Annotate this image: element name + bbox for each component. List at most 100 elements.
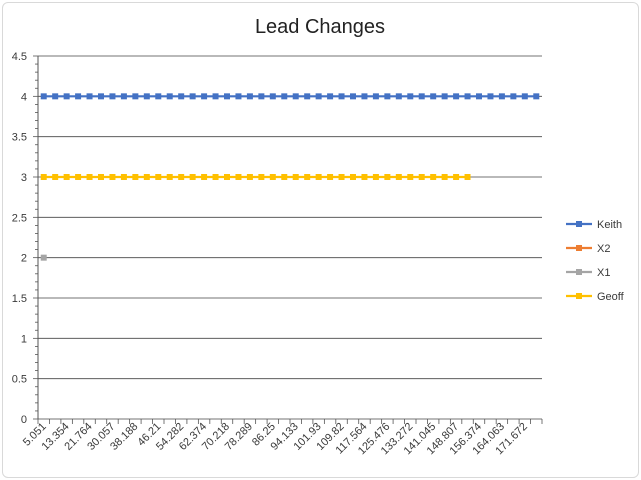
data-point — [189, 174, 196, 180]
data-point — [418, 174, 425, 180]
data-point — [201, 93, 208, 100]
legend-label: X1 — [597, 267, 610, 279]
data-point — [521, 93, 528, 100]
legend-swatch-marker — [576, 293, 582, 299]
data-point — [292, 93, 299, 100]
data-point — [407, 174, 414, 180]
data-point — [40, 254, 47, 261]
data-point — [510, 93, 517, 100]
data-point — [269, 174, 276, 180]
data-point — [338, 93, 345, 100]
legend-label: Geoff — [597, 291, 625, 303]
data-point — [86, 93, 93, 100]
data-point — [441, 174, 448, 180]
data-point — [155, 93, 162, 100]
data-point — [315, 174, 322, 180]
data-point — [407, 93, 414, 100]
legend-swatch-marker — [576, 245, 582, 251]
y-tick-label: 2 — [21, 253, 27, 265]
plot-area — [40, 93, 540, 261]
data-point — [155, 174, 162, 180]
data-point — [109, 93, 116, 100]
data-point — [269, 93, 276, 100]
data-point — [418, 93, 425, 100]
data-point — [258, 93, 265, 100]
y-tick-label: 3.5 — [12, 132, 27, 144]
data-point — [464, 174, 471, 180]
data-point — [63, 174, 70, 180]
data-point — [304, 174, 311, 180]
data-point — [292, 174, 299, 180]
data-point — [464, 93, 471, 100]
data-point — [476, 93, 482, 100]
legend-item-geoff: Geoff — [566, 291, 625, 303]
data-point — [86, 174, 93, 180]
y-tick-label: 4.5 — [12, 51, 27, 63]
data-point — [246, 174, 253, 180]
legend-item-x2: X2 — [566, 243, 610, 255]
y-tick-label: 2.5 — [12, 212, 27, 224]
series-keith — [40, 93, 540, 100]
data-point — [395, 174, 402, 180]
data-point — [430, 93, 437, 100]
y-tick-label: 1 — [21, 333, 27, 345]
data-point — [52, 174, 59, 180]
data-point — [224, 93, 230, 100]
data-point — [395, 93, 402, 100]
data-point — [453, 93, 460, 100]
data-point — [52, 93, 59, 100]
data-point — [327, 93, 334, 100]
data-point — [533, 93, 540, 100]
series-x1 — [40, 254, 47, 261]
data-point — [178, 174, 185, 180]
data-point — [281, 93, 288, 100]
data-point — [361, 174, 368, 180]
legend-swatch-marker — [576, 269, 582, 275]
y-tick-label: 0.5 — [12, 374, 27, 386]
data-point — [235, 93, 242, 100]
data-point — [132, 174, 139, 180]
data-point — [361, 93, 368, 100]
legend-item-x1: X1 — [566, 267, 610, 279]
y-tick-label: 4 — [21, 91, 27, 103]
data-point — [246, 93, 253, 100]
data-point — [40, 93, 47, 100]
data-point — [109, 174, 116, 180]
data-point — [143, 174, 150, 180]
data-point — [63, 93, 70, 100]
data-point — [235, 174, 242, 180]
data-point — [132, 93, 139, 100]
data-point — [338, 174, 345, 180]
data-point — [166, 174, 173, 180]
data-point — [120, 174, 127, 180]
legend-item-keith: Keith — [566, 219, 622, 231]
data-point — [327, 174, 334, 180]
data-point — [372, 93, 379, 100]
data-point — [384, 174, 391, 180]
data-point — [487, 93, 494, 100]
legend-label: Keith — [597, 219, 622, 231]
data-point — [350, 93, 356, 100]
data-point — [40, 174, 47, 180]
data-point — [224, 174, 230, 180]
series-geoff — [40, 174, 471, 180]
data-point — [120, 93, 127, 100]
legend-label: X2 — [597, 243, 610, 255]
data-point — [441, 93, 448, 100]
data-point — [281, 174, 288, 180]
y-tick-label: 3 — [21, 172, 27, 184]
y-tick-label: 0 — [21, 414, 27, 426]
data-point — [315, 93, 322, 100]
data-point — [189, 93, 196, 100]
data-point — [212, 93, 219, 100]
data-point — [98, 174, 104, 180]
data-point — [166, 93, 173, 100]
data-point — [178, 93, 185, 100]
data-point — [212, 174, 219, 180]
data-point — [372, 174, 379, 180]
chart-title: Lead Changes — [255, 16, 385, 38]
legend: Keith X2 X1 Geoff — [566, 219, 625, 303]
data-point — [75, 93, 82, 100]
